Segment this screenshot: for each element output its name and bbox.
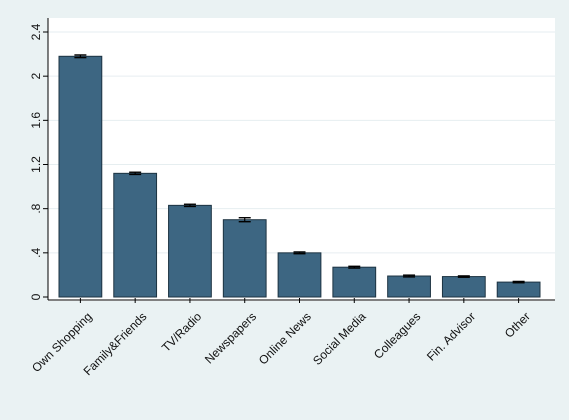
y-tick-label: .8: [29, 203, 43, 213]
bar-own-shopping: [58, 55, 103, 298]
y-tick-label: 2: [29, 73, 43, 80]
bars: [58, 55, 541, 298]
y-tick-label: 1.6: [29, 112, 43, 129]
bar-newspapers: [222, 219, 267, 298]
y-tick-label: 1.2: [29, 156, 43, 173]
y-tick-label: 2.4: [29, 23, 43, 40]
bar-social-media: [332, 266, 377, 298]
bar-other: [496, 281, 541, 298]
y-tick-label: 0: [29, 293, 43, 300]
bar-fin-advisor: [441, 276, 486, 298]
bar-tv-radio: [168, 204, 212, 298]
error-bars: [74, 54, 525, 284]
bar-online-news: [277, 252, 322, 298]
y-tick-labels: 0 .4 .8 1.2 1.6 2 2.4: [29, 23, 43, 300]
bar-colleagues: [387, 275, 431, 298]
y-tick-label: .4: [29, 248, 43, 258]
axes: [43, 18, 555, 303]
bar-family-friends: [113, 172, 158, 298]
